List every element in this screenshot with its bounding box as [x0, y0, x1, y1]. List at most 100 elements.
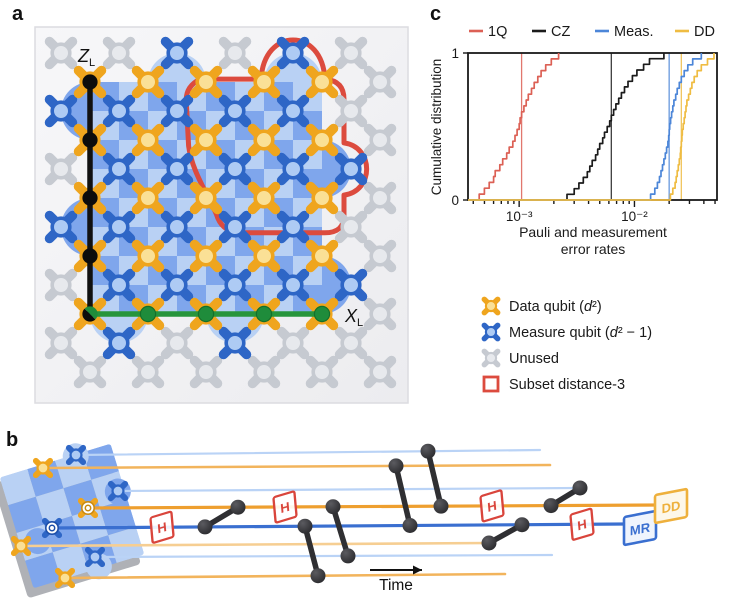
measure-qubit-icon: [160, 152, 194, 186]
chip-stabilizer-cell: [0, 469, 36, 506]
cz-bar: [330, 503, 351, 559]
h-gate-label: H: [487, 498, 498, 515]
time-label: Time: [379, 577, 413, 594]
y-tick-label: 1: [451, 46, 459, 61]
boundary-stabilizer-lobe: [264, 53, 322, 82]
measure-qubit-icon: [160, 94, 194, 128]
qubit-core: [340, 42, 362, 64]
h-gate-box: [149, 510, 175, 544]
cz-node: [572, 480, 588, 496]
chip-stabilizer-cell: [8, 496, 45, 533]
cdf-curve-DD: [468, 53, 715, 201]
qubit-spiral-icon: [81, 500, 96, 515]
cz-node: [433, 498, 449, 514]
cz-node: [197, 519, 213, 535]
measure-qubit-icon: [276, 152, 310, 186]
boundary-stabilizer-lobe: [206, 314, 264, 343]
chip-stabilizer-cell: [25, 552, 62, 589]
cz-node: [402, 518, 418, 534]
data-qubit-icon: [305, 181, 339, 215]
measure-qubit-icon: [481, 322, 501, 342]
qubit-core: [50, 100, 72, 122]
qubit-core: [224, 158, 246, 180]
cz-gate: [543, 480, 588, 514]
chart-legend-item-Meas.: Meas.: [595, 24, 654, 40]
time-axis: Time: [370, 565, 422, 594]
qubit-core: [137, 361, 159, 383]
qubit-spiral-icon: [48, 524, 56, 532]
qubit-core: [166, 100, 188, 122]
qubit-core: [195, 361, 217, 383]
qubit-core: [224, 216, 246, 238]
y-tick-label: 0: [451, 193, 459, 208]
cz-node: [230, 499, 246, 515]
legend-label: Subset distance-3: [509, 377, 625, 393]
qubit-core: [108, 42, 130, 64]
x-axis-label-line2: error rates: [561, 241, 626, 257]
z-operator-dot: [82, 248, 98, 264]
cz-gate: [297, 518, 326, 584]
qubit-core: [311, 71, 333, 93]
legend-label: DD: [694, 24, 715, 40]
h-gate-label: H: [280, 499, 291, 516]
measure-qubit-icon: [84, 546, 106, 568]
cz-node: [481, 535, 497, 551]
qubit-core: [340, 332, 362, 354]
x-logical-label: XL: [344, 306, 363, 329]
qubit-type-legend: Data qubit (d²) Measure qubit (d² − 1) Unu…: [481, 296, 652, 393]
qubit-wire-measure: [93, 553, 554, 559]
qubit-wire-data: [19, 541, 492, 548]
qubit-core: [282, 332, 304, 354]
measure-qubit-icon: [160, 210, 194, 244]
measure-qubit-icon: [334, 152, 368, 186]
measure-qubit-icon: [218, 94, 252, 128]
chip-stabilizer-cell: [35, 488, 72, 525]
x-operator-dot: [255, 305, 273, 323]
cdf-curve-CZ: [468, 53, 665, 201]
mr-gate-box: [622, 509, 658, 547]
qubit-core: [282, 274, 304, 296]
panel-c-error-rate-chart: 10⁻³ 10⁻² 0 1 1Q CZ Meas. DD: [451, 24, 718, 224]
qubit-spiral-icon: [44, 520, 59, 535]
cz-gate: [420, 443, 449, 514]
data-qubit-icon: [189, 181, 223, 215]
qubit-core: [369, 303, 391, 325]
unused-qubit-icon: [334, 210, 368, 244]
qubit-core: [166, 332, 188, 354]
qubit-core: [108, 332, 130, 354]
qubit-core: [108, 274, 130, 296]
qubit-core: [340, 158, 362, 180]
qubit-core: [137, 71, 159, 93]
panel-b-circuit-diagram: H H H H MR DD: [0, 443, 689, 598]
boundary-stabilizer-lobe: [61, 198, 90, 256]
h-gate-box: [479, 489, 505, 523]
unused-qubit-icon: [363, 239, 397, 273]
data-qubit-icon: [131, 65, 165, 99]
qubit-wire-data: [86, 503, 662, 510]
unused-qubit-icon: [218, 36, 252, 70]
measure-qubit-icon: [218, 152, 252, 186]
panel-a-letter: a: [12, 3, 24, 25]
qubit-core: [195, 187, 217, 209]
qubit-core: [253, 129, 275, 151]
qubit-core: [14, 539, 28, 553]
h-gate: H: [149, 510, 175, 544]
qubit-core: [50, 332, 72, 354]
legend-label: Unused: [509, 351, 559, 367]
cz-bar: [393, 463, 413, 529]
unused-qubit-icon: [247, 355, 281, 389]
data-qubit-icon: [247, 239, 281, 273]
mr-gate-label: MR: [630, 520, 651, 539]
corner-dot-black-half: [82, 308, 96, 322]
qubit-core: [253, 71, 275, 93]
unused-qubit-icon: [44, 36, 78, 70]
qubit-core: [369, 245, 391, 267]
qubit-core: [369, 187, 391, 209]
cz-gate: [481, 517, 530, 551]
y-axis-label: Cumulative distribution: [429, 59, 444, 196]
measure-qubit-icon: [102, 268, 136, 302]
panel-a-surface-code-diagram: ZL XL: [34, 26, 409, 404]
unused-qubit-icon: [481, 348, 501, 368]
chart-legend-item-1Q: 1Q: [469, 24, 507, 40]
qubit-core: [369, 129, 391, 151]
